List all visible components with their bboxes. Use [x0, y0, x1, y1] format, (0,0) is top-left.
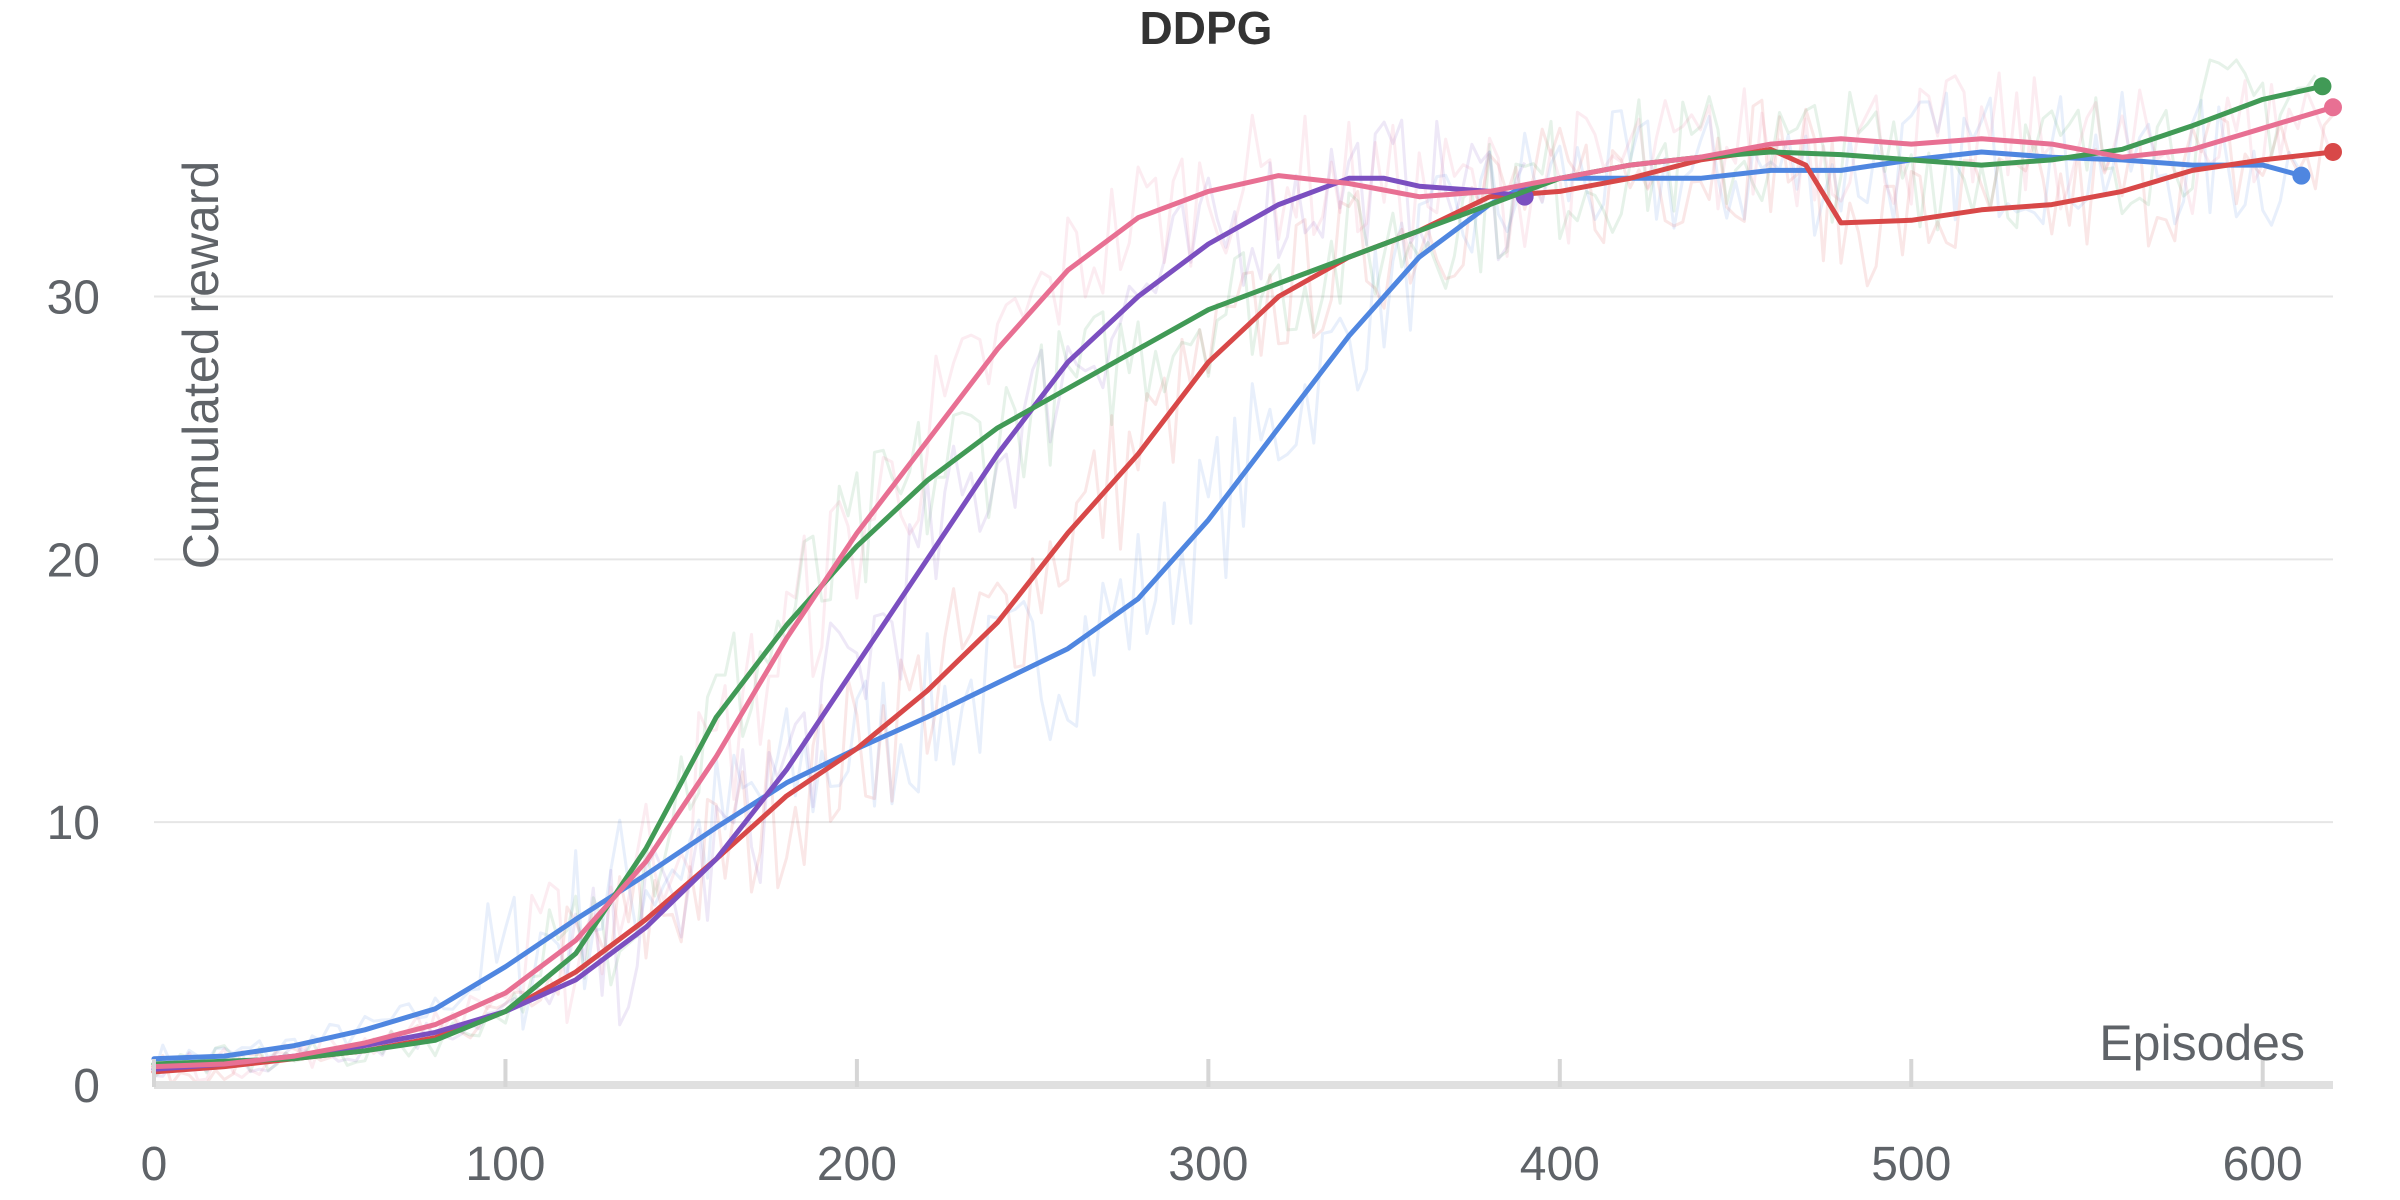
x-tick-label-400: 400 — [1520, 1138, 1600, 1191]
grid-layer — [154, 295, 2333, 824]
x-tick-label-300: 300 — [1168, 1138, 1248, 1191]
y-tick-label-10: 10 — [47, 797, 100, 850]
series-2-raw-trace — [152, 98, 2335, 1086]
x-axis-label: Episodes — [2099, 1015, 2305, 1071]
x-tick-label-100: 100 — [465, 1138, 545, 1191]
series-4-line — [151, 83, 2325, 1067]
series-1-end-point — [2292, 166, 2311, 185]
series-2-line — [151, 146, 2336, 1075]
series-3-raw-trace — [153, 118, 1527, 1078]
series-layer — [151, 77, 2342, 1075]
series-5-line — [151, 104, 2336, 1070]
raw-layer — [152, 58, 2335, 1086]
x-tick-label-0: 0 — [141, 1138, 168, 1191]
y-tick-label-20: 20 — [47, 534, 100, 587]
x-tick-label-600: 600 — [2223, 1138, 2303, 1191]
y-tick-label-0: 0 — [73, 1060, 100, 1113]
series-5-end-point — [2324, 98, 2342, 117]
series-1-line — [151, 149, 2304, 1062]
series-4-end-point — [2313, 77, 2332, 96]
x-tick-label-500: 500 — [1871, 1138, 1951, 1191]
series-3-line — [151, 175, 1528, 1072]
series-2-end-point — [2324, 142, 2342, 161]
y-axis-label: Cumulated reward — [173, 161, 229, 570]
series-1-raw-trace — [152, 90, 2300, 1075]
y-tick-label-30: 30 — [47, 272, 100, 325]
chart-title: DDPG — [1140, 2, 1273, 54]
x-tick-label-200: 200 — [817, 1138, 897, 1191]
